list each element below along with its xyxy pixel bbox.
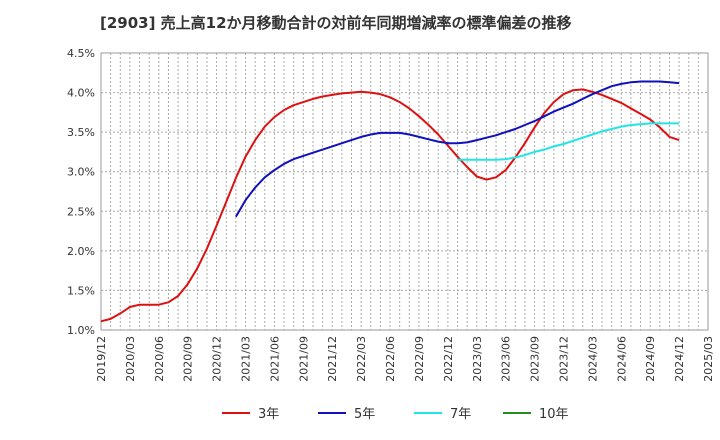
series-line-5年 (235, 80, 680, 218)
x-tick-label: 2020/06 (153, 336, 166, 382)
x-tick-label: 2024/09 (644, 336, 657, 382)
x-tick-label: 2021/03 (240, 336, 253, 382)
x-tick-label: 2023/06 (500, 336, 513, 382)
x-tick-label: 2021/06 (268, 336, 281, 382)
x-tick-label: 2022/09 (413, 336, 426, 382)
y-tick-label: 1.5% (67, 284, 95, 297)
y-axis: 1.0% 1.5% 2.0% 2.5% 3.0% 3.5% 4.0% 4.5% (67, 47, 95, 337)
grid (101, 53, 708, 330)
x-axis: 2019/12 2020/03 2020/06 2020/09 2020/12 2021/… (95, 336, 715, 382)
x-tick-label: 2025/03 (702, 336, 715, 382)
y-tick-label: 4.5% (67, 47, 95, 60)
y-tick-label: 4.0% (67, 87, 95, 100)
x-tick-label: 2021/12 (326, 336, 339, 382)
x-tick-label: 2024/06 (615, 336, 628, 382)
series-line-7年 (457, 122, 680, 161)
x-tick-label: 2022/03 (355, 336, 368, 382)
x-tick-label: 2024/03 (586, 336, 599, 382)
legend-label-3年: 3年 (258, 407, 279, 422)
x-tick-label: 2020/03 (124, 336, 137, 382)
y-tick-label: 2.0% (67, 245, 95, 258)
y-tick-label: 3.0% (67, 166, 95, 179)
x-tick-label: 2021/09 (297, 336, 310, 382)
y-tick-label: 1.0% (67, 324, 95, 337)
series-lines (100, 80, 680, 323)
x-tick-label: 2020/12 (211, 336, 224, 382)
plot-area (100, 52, 709, 331)
x-tick-label: 2024/12 (673, 336, 686, 382)
legend-label-5年: 5年 (354, 407, 375, 422)
legend: 3年 5年 7年 10年 (222, 407, 569, 422)
y-tick-label: 3.5% (67, 126, 95, 139)
y-tick-label: 2.5% (67, 205, 95, 218)
chart-title: [2903] 売上高12か月移動合計の対前年同期増減率の標準偏差の推移 (100, 14, 572, 32)
x-tick-label: 2023/03 (471, 336, 484, 382)
x-tick-label: 2022/12 (442, 336, 455, 382)
x-tick-label: 2023/12 (557, 336, 570, 382)
series-line-3年 (100, 88, 680, 323)
x-tick-label: 2022/06 (384, 336, 397, 382)
x-tick-label: 2019/12 (95, 336, 108, 382)
legend-label-10年: 10年 (539, 407, 569, 422)
x-tick-label: 2020/09 (182, 336, 195, 382)
x-tick-label: 2023/09 (529, 336, 542, 382)
legend-label-7年: 7年 (450, 407, 471, 422)
